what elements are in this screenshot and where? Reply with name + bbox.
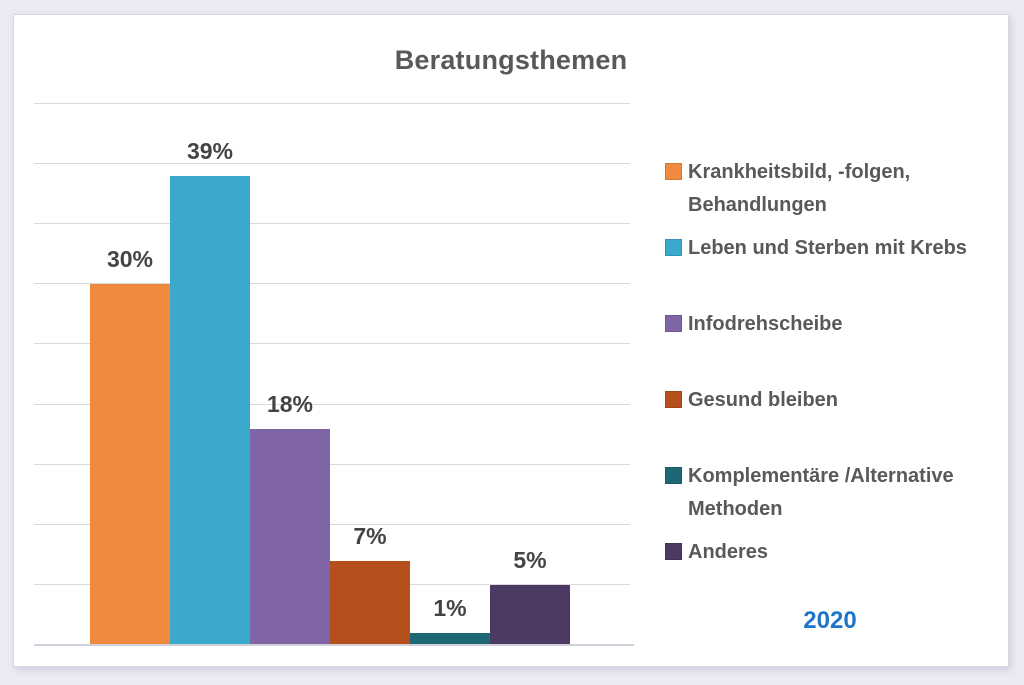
gridline: [34, 103, 630, 104]
gridline: [34, 223, 630, 225]
bar-value-label: 18%: [266, 390, 314, 417]
gridline: [34, 403, 630, 405]
legend-swatch: [665, 315, 682, 332]
bar-5: 1%: [410, 596, 490, 645]
gridline: [34, 463, 630, 465]
bar-value-label: 39%: [186, 138, 234, 165]
legend-swatch: [665, 163, 682, 180]
bar-1: 30%: [90, 248, 170, 645]
legend-label: Leben und Sterben mit Krebs: [688, 237, 967, 259]
chart-card: Beratungsthemen 30% 39% 18% 7% 1% 5% Krankhei…: [13, 14, 1009, 667]
bar-2: 39%: [170, 140, 250, 645]
bar-4: 7%: [330, 524, 410, 645]
chart-title: Beratungsthemen: [394, 45, 628, 75]
legend-label: Infodrehscheibe: [688, 313, 843, 335]
legend-label: Krankheitsbild, -folgen, Behandlungen: [688, 161, 911, 216]
legend-label: Gesund bleiben: [688, 389, 839, 411]
bar-value-label: 5%: [513, 546, 547, 573]
gridline: [34, 343, 630, 345]
x-axis-line: [34, 644, 634, 646]
legend-item: Infodrehscheibe: [665, 308, 842, 341]
bar-6: 5%: [490, 548, 570, 645]
gridline: [34, 283, 630, 285]
legend-item: Anderes: [665, 536, 768, 569]
legend-item: Krankheitsbild, -folgen, Behandlungen: [665, 156, 910, 222]
year-label: 2020: [803, 607, 857, 634]
bar-3: 18%: [250, 392, 330, 645]
legend: Krankheitsbild, -folgen, Behandlungen Leb…: [665, 156, 1000, 616]
plot-area: 30% 39% 18% 7% 1% 5%: [34, 103, 634, 646]
legend-label: Komplementäre /Alternative Methoden: [688, 465, 954, 520]
bar-value-label: 7%: [353, 522, 387, 549]
legend-item: Komplementäre /Alternative Methoden: [665, 460, 954, 526]
legend-swatch: [665, 467, 682, 484]
bar-value-label: 30%: [106, 246, 154, 273]
legend-swatch: [665, 543, 682, 560]
legend-label: Anderes: [688, 541, 769, 563]
legend-item: Gesund bleiben: [665, 384, 838, 417]
gridline: [34, 523, 630, 525]
legend-swatch: [665, 391, 682, 408]
legend-item: Leben und Sterben mit Krebs: [665, 232, 967, 265]
bar-value-label: 1%: [433, 594, 467, 621]
gridline: [34, 163, 630, 165]
legend-swatch: [665, 239, 682, 256]
